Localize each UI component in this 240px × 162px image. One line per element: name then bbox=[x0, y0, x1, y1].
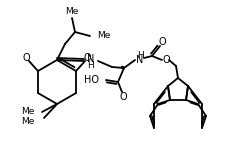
Text: Me: Me bbox=[21, 117, 34, 127]
Text: H: H bbox=[88, 60, 94, 69]
Text: O: O bbox=[83, 53, 91, 63]
Text: H: H bbox=[137, 51, 143, 59]
Text: O: O bbox=[119, 92, 127, 102]
Text: Me: Me bbox=[97, 31, 110, 40]
Text: HO: HO bbox=[84, 75, 99, 85]
Text: O: O bbox=[162, 55, 170, 65]
Text: N: N bbox=[87, 54, 95, 64]
Text: Me: Me bbox=[65, 7, 79, 17]
Text: N: N bbox=[136, 55, 144, 65]
Text: Me: Me bbox=[21, 108, 34, 116]
Text: O: O bbox=[22, 53, 30, 63]
Text: O: O bbox=[158, 37, 166, 47]
